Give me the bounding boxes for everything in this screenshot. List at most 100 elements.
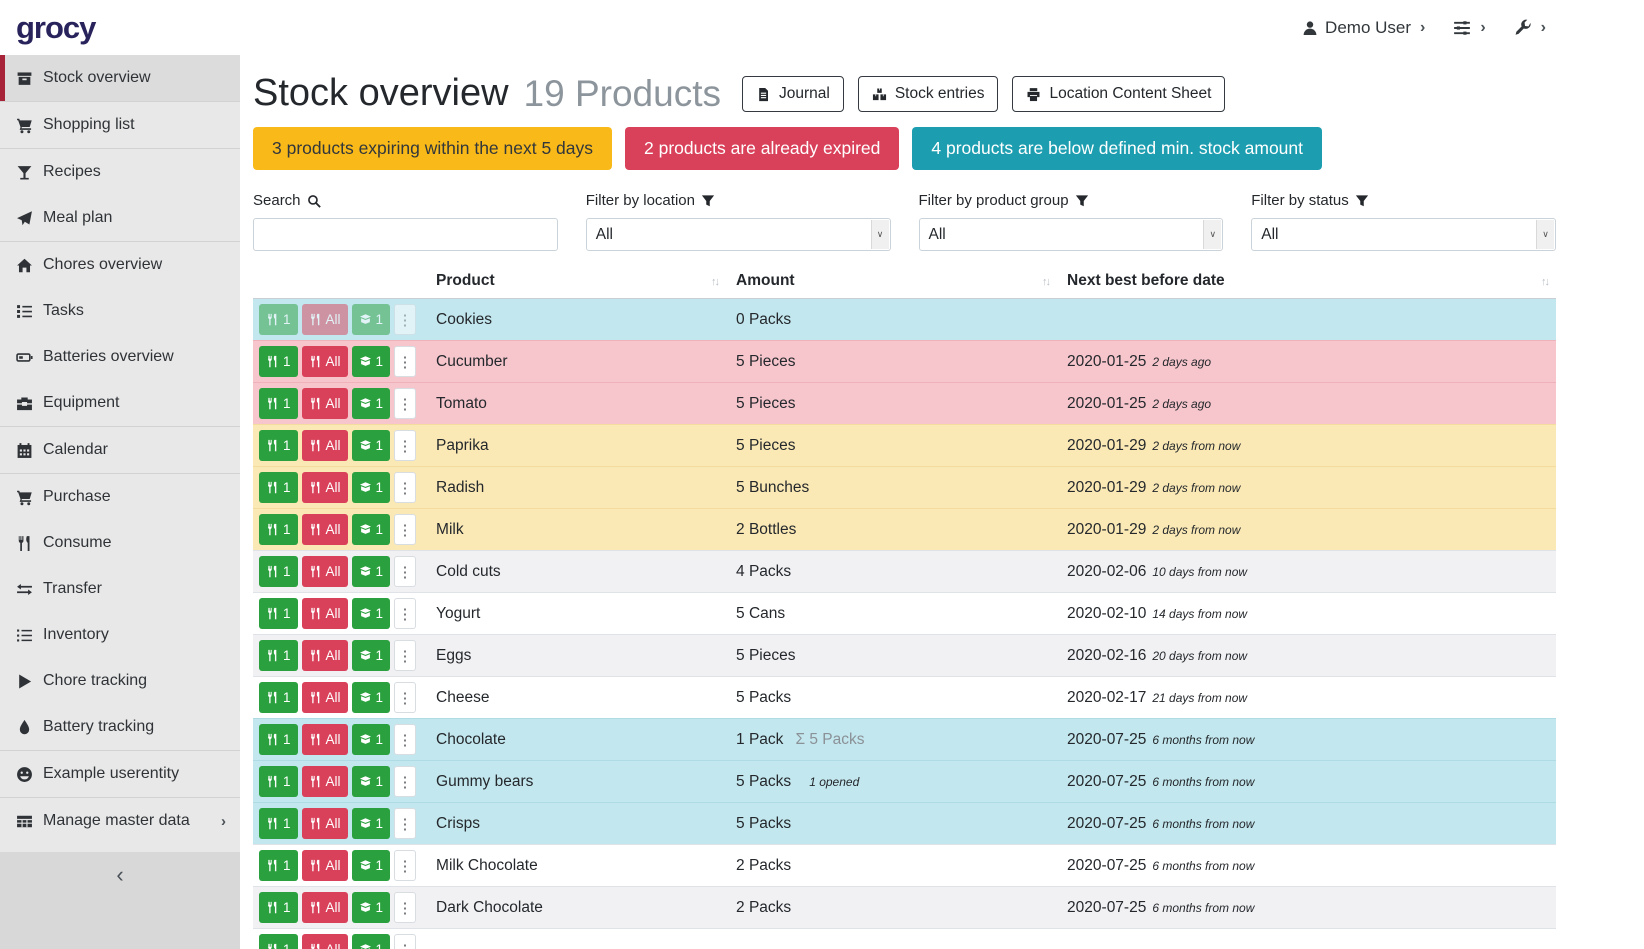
- date-column-header[interactable]: Next best before date ↑↓: [1057, 267, 1556, 299]
- open-one-button[interactable]: 1: [351, 388, 391, 419]
- consume-all-button[interactable]: All: [301, 934, 348, 949]
- row-menu-button[interactable]: ⋮: [394, 304, 417, 335]
- consume-one-button[interactable]: 1: [259, 934, 298, 949]
- sidebar-item-purchase[interactable]: Purchase: [0, 474, 240, 520]
- sidebar-item-chores-overview[interactable]: Chores overview: [0, 242, 240, 288]
- consume-all-button[interactable]: All: [301, 724, 348, 755]
- row-menu-button[interactable]: ⋮: [394, 514, 417, 545]
- consume-all-button[interactable]: All: [301, 430, 348, 461]
- admin-menu[interactable]: ›: [1514, 19, 1546, 37]
- sidebar-item-stock-overview[interactable]: Stock overview: [0, 55, 240, 101]
- row-menu-button[interactable]: ⋮: [394, 346, 417, 377]
- consume-all-button[interactable]: All: [301, 640, 348, 671]
- row-menu-button[interactable]: ⋮: [394, 724, 417, 755]
- consume-one-button[interactable]: 1: [259, 766, 298, 797]
- sidebar-item-chore-tracking[interactable]: Chore tracking: [0, 658, 240, 704]
- consume-one-button[interactable]: 1: [259, 682, 298, 713]
- product-column-header[interactable]: Product ↑↓: [426, 267, 727, 299]
- consume-all-button[interactable]: All: [301, 766, 348, 797]
- consume-all-button[interactable]: All: [301, 892, 348, 923]
- amount-column-header[interactable]: Amount ↑↓: [726, 267, 1058, 299]
- consume-one-button[interactable]: 1: [259, 472, 298, 503]
- consume-all-button[interactable]: All: [301, 304, 348, 335]
- sidebar-item-example-userentity[interactable]: Example userentity: [0, 751, 240, 797]
- sidebar-item-batteries-overview[interactable]: Batteries overview: [0, 334, 240, 380]
- expiring-soon-alert[interactable]: 3 products expiring within the next 5 da…: [253, 127, 613, 170]
- consume-all-button[interactable]: All: [301, 346, 348, 377]
- row-menu-button[interactable]: ⋮: [394, 934, 417, 949]
- consume-all-button[interactable]: All: [301, 472, 348, 503]
- sidebar-item-consume[interactable]: Consume: [0, 520, 240, 566]
- sidebar-item-equipment[interactable]: Equipment: [0, 380, 240, 426]
- search-input[interactable]: [253, 218, 558, 251]
- best-before-relative: 2 days ago: [1152, 354, 1212, 369]
- row-menu-button[interactable]: ⋮: [394, 598, 417, 629]
- open-one-button[interactable]: 1: [351, 472, 391, 503]
- settings-menu[interactable]: ›: [1453, 19, 1486, 37]
- open-one-button[interactable]: 1: [351, 640, 391, 671]
- stock-entries-button[interactable]: Stock entries: [857, 76, 999, 112]
- location-select[interactable]: All: [585, 218, 891, 251]
- open-one-button[interactable]: 1: [351, 430, 391, 461]
- product-group-select[interactable]: All: [918, 218, 1224, 251]
- open-one-button[interactable]: 1: [351, 892, 391, 923]
- sidebar-item-meal-plan[interactable]: Meal plan: [0, 195, 240, 241]
- below-min-stock-alert[interactable]: 4 products are below defined min. stock …: [912, 127, 1322, 170]
- open-one-button[interactable]: 1: [351, 934, 391, 949]
- open-one-button[interactable]: 1: [351, 598, 391, 629]
- consume-all-button[interactable]: All: [301, 850, 348, 881]
- open-one-button[interactable]: 1: [351, 808, 391, 839]
- open-one-button[interactable]: 1: [351, 766, 391, 797]
- logo-link[interactable]: grocy: [16, 9, 96, 45]
- open-one-button[interactable]: 1: [351, 346, 391, 377]
- sidebar-item-inventory[interactable]: Inventory: [0, 612, 240, 658]
- expired-alert[interactable]: 2 products are already expired: [625, 127, 900, 170]
- row-menu-button[interactable]: ⋮: [394, 556, 417, 587]
- consume-all-button[interactable]: All: [301, 556, 348, 587]
- consume-one-button[interactable]: 1: [259, 346, 298, 377]
- row-menu-button[interactable]: ⋮: [394, 472, 417, 503]
- consume-one-button[interactable]: 1: [259, 892, 298, 923]
- open-one-button[interactable]: 1: [351, 724, 391, 755]
- consume-all-button[interactable]: All: [301, 682, 348, 713]
- consume-all-button[interactable]: All: [301, 388, 348, 419]
- sidebar-item-shopping-list[interactable]: Shopping list: [0, 102, 240, 148]
- consume-all-button[interactable]: All: [301, 514, 348, 545]
- open-one-button[interactable]: 1: [351, 514, 391, 545]
- open-one-button[interactable]: 1: [351, 556, 391, 587]
- consume-one-button[interactable]: 1: [259, 598, 298, 629]
- row-menu-button[interactable]: ⋮: [394, 388, 417, 419]
- open-one-button[interactable]: 1: [351, 850, 391, 881]
- sidebar-item-manage-master-data[interactable]: Manage master data ›: [0, 798, 240, 844]
- user-menu[interactable]: Demo User ›: [1302, 18, 1425, 38]
- row-menu-button[interactable]: ⋮: [394, 892, 417, 923]
- status-select[interactable]: All: [1251, 218, 1556, 251]
- open-one-button[interactable]: 1: [351, 682, 391, 713]
- consume-one-button[interactable]: 1: [259, 430, 298, 461]
- sidebar-item-battery-tracking[interactable]: Battery tracking: [0, 704, 240, 750]
- location-content-sheet-button[interactable]: Location Content Sheet: [1012, 76, 1226, 112]
- row-menu-button[interactable]: ⋮: [394, 808, 417, 839]
- journal-button[interactable]: Journal: [742, 76, 844, 112]
- sidebar-item-recipes[interactable]: Recipes: [0, 149, 240, 195]
- consume-one-button[interactable]: 1: [259, 304, 298, 335]
- consume-one-button[interactable]: 1: [259, 850, 298, 881]
- consume-one-button[interactable]: 1: [259, 808, 298, 839]
- consume-one-button[interactable]: 1: [259, 724, 298, 755]
- row-menu-button[interactable]: ⋮: [394, 850, 417, 881]
- row-menu-button[interactable]: ⋮: [394, 766, 417, 797]
- consume-one-button[interactable]: 1: [259, 514, 298, 545]
- row-menu-button[interactable]: ⋮: [394, 640, 417, 671]
- open-one-button[interactable]: 1: [351, 304, 391, 335]
- consume-one-button[interactable]: 1: [259, 388, 298, 419]
- sidebar-collapse-button[interactable]: ‹: [116, 862, 124, 887]
- row-menu-button[interactable]: ⋮: [394, 430, 417, 461]
- consume-one-button[interactable]: 1: [259, 556, 298, 587]
- row-menu-button[interactable]: ⋮: [394, 682, 417, 713]
- consume-all-button[interactable]: All: [301, 598, 348, 629]
- sidebar-item-calendar[interactable]: Calendar: [0, 427, 240, 473]
- sidebar-item-transfer[interactable]: Transfer: [0, 566, 240, 612]
- consume-all-button[interactable]: All: [301, 808, 348, 839]
- consume-one-button[interactable]: 1: [259, 640, 298, 671]
- sidebar-item-tasks[interactable]: Tasks: [0, 288, 240, 334]
